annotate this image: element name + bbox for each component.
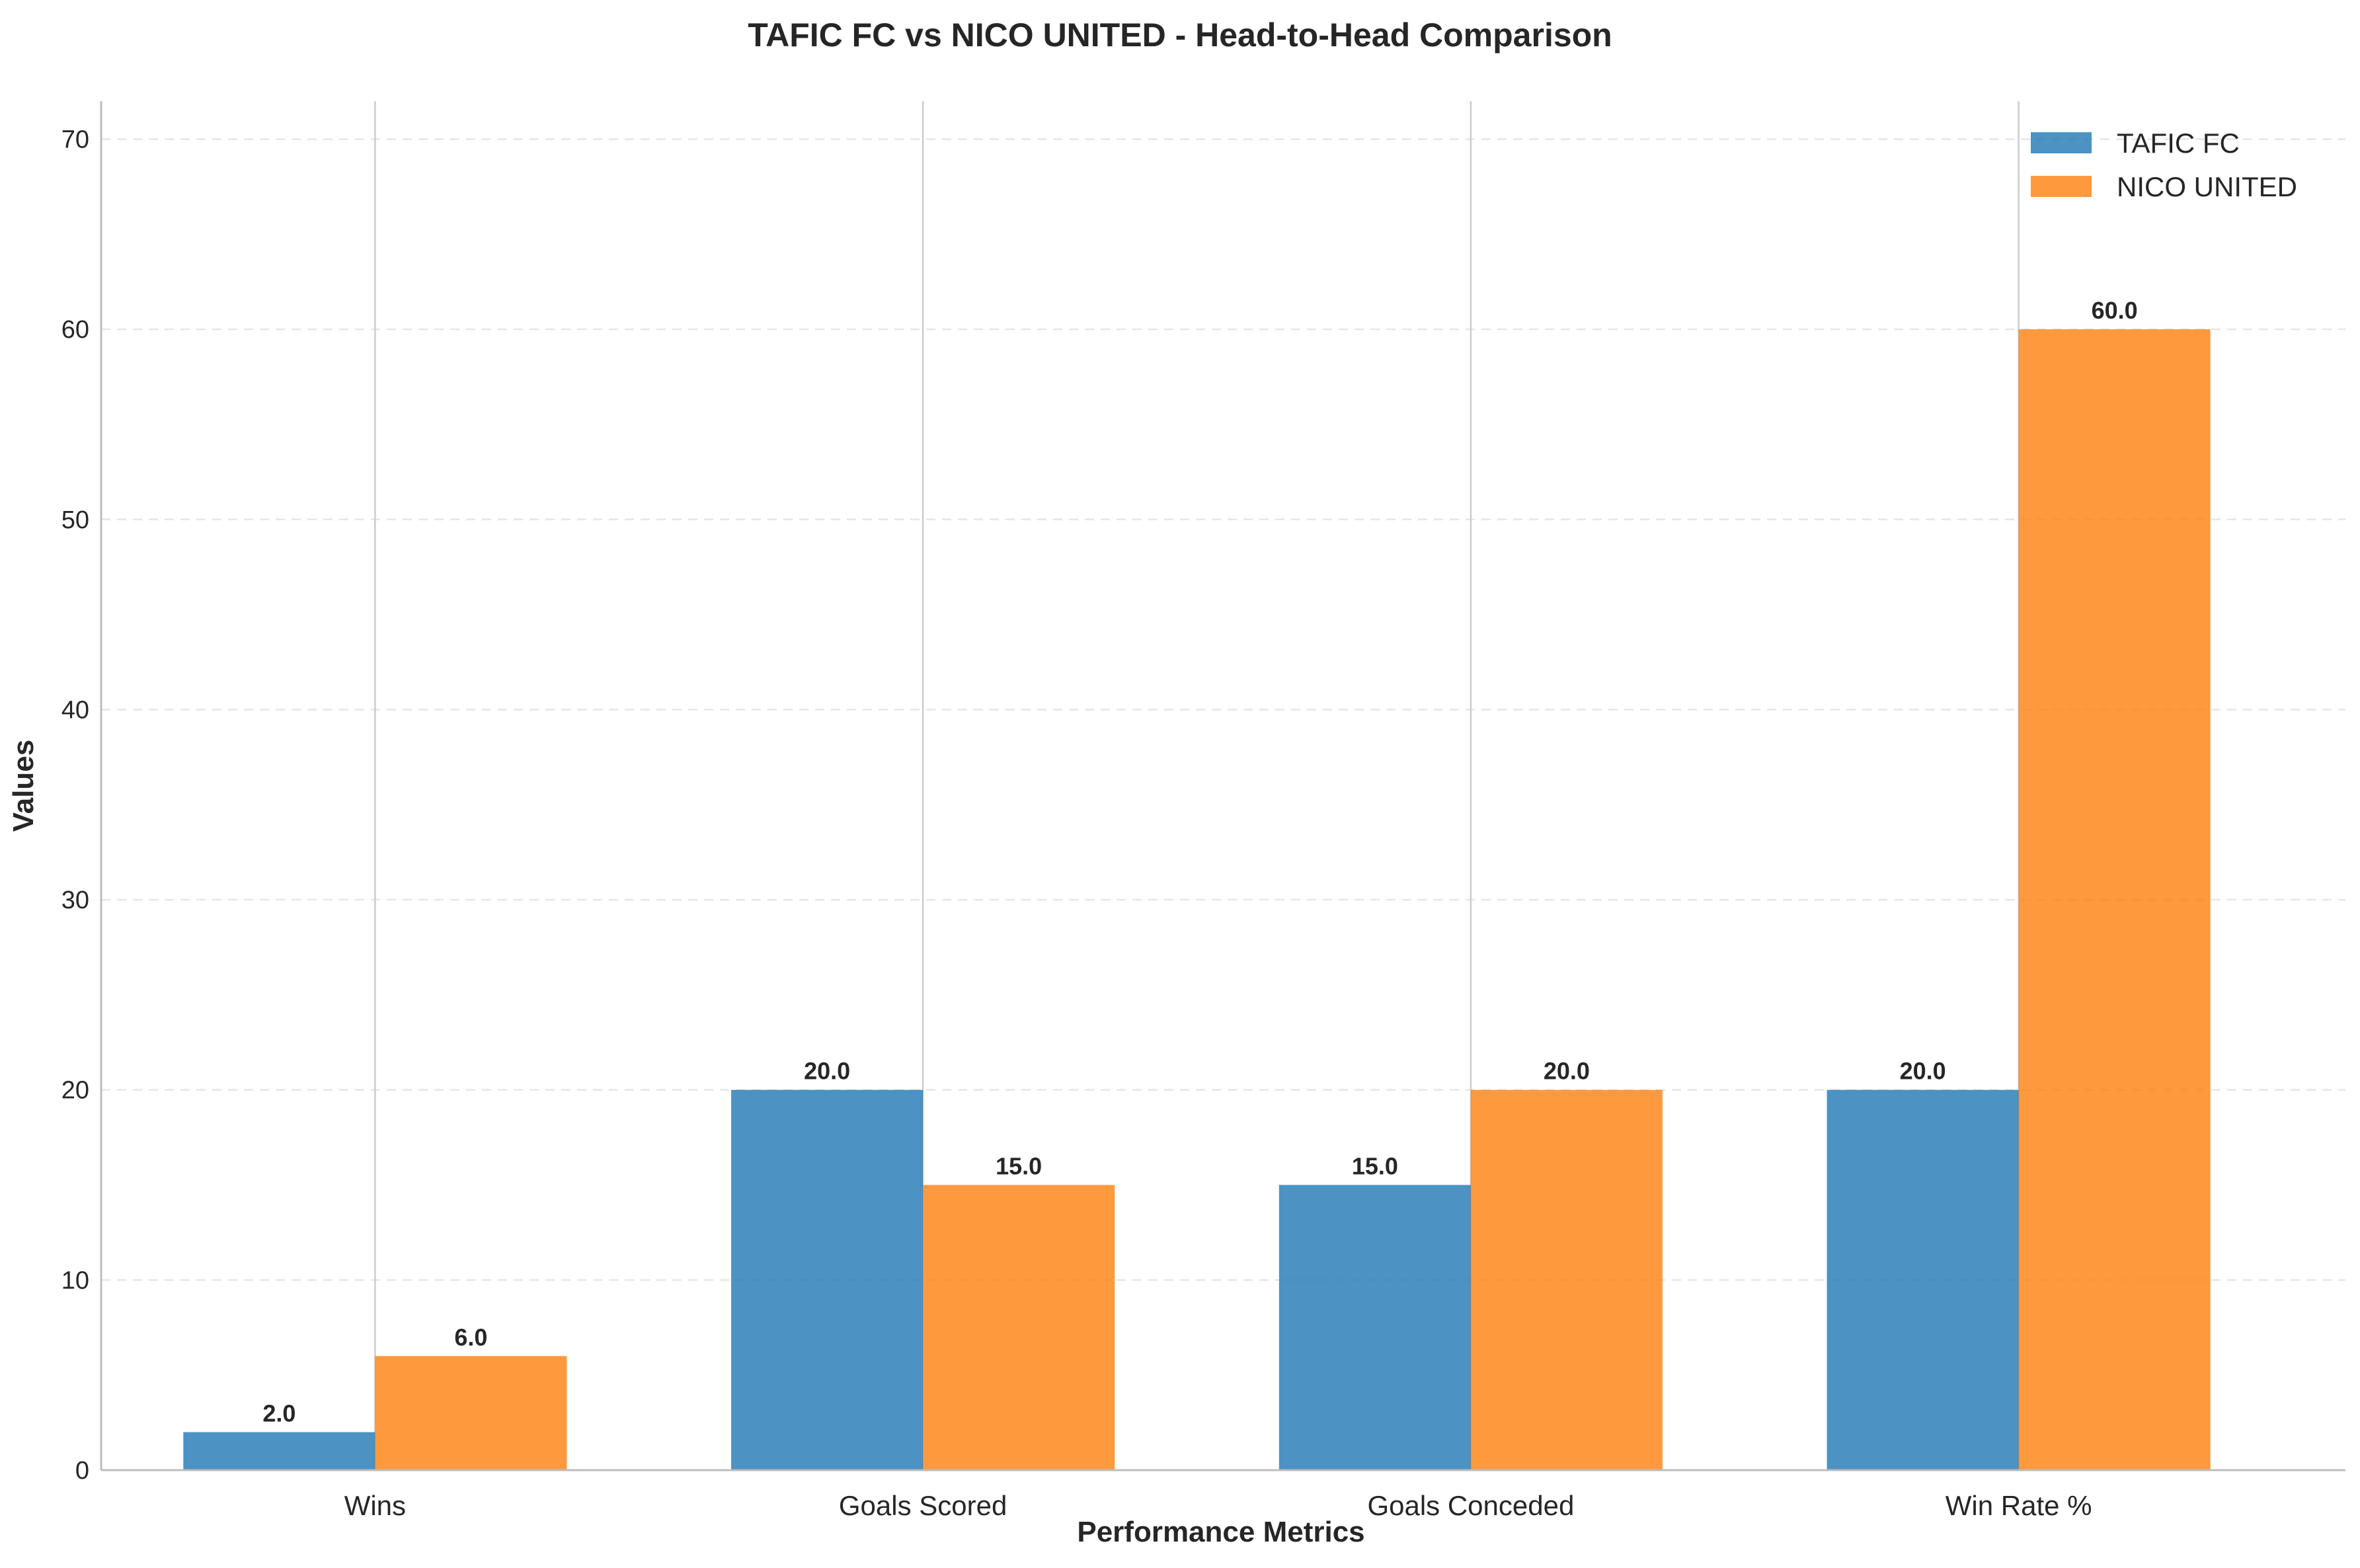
legend-swatch — [2031, 132, 2092, 153]
legend: TAFIC FC NICO UNITED — [2031, 128, 2297, 202]
y-tick-label: 60 — [61, 316, 89, 344]
value-labels-group: 2.0 20.0 15.0 20.0 6.0 15.0 20.0 60.0 — [262, 297, 2137, 1427]
y-tick-label: 0 — [75, 1457, 89, 1485]
data-label: 15.0 — [1352, 1153, 1398, 1180]
bar-nico-3 — [2018, 329, 2211, 1471]
legend-label: TAFIC FC — [2117, 128, 2240, 159]
bar-nico-1 — [923, 1185, 1115, 1470]
y-gridlines — [101, 138, 2345, 1281]
x-tick-label: Goals Conceded — [1367, 1490, 1574, 1521]
data-label: 20.0 — [1544, 1058, 1590, 1085]
bar-tafic-2 — [1278, 1185, 1471, 1470]
y-tick-label: 50 — [61, 506, 89, 534]
legend-swatch — [2031, 176, 2092, 197]
x-tick-label: Goals Scored — [839, 1490, 1007, 1521]
y-tick-label: 30 — [61, 886, 89, 914]
bar-tafic-3 — [1827, 1089, 2019, 1470]
x-tick-label: Wins — [344, 1490, 406, 1521]
data-label: 2.0 — [262, 1399, 295, 1427]
bar-nico-2 — [1470, 1089, 1663, 1470]
bar-tafic-1 — [731, 1089, 924, 1470]
y-tick-label: 70 — [61, 126, 89, 154]
y-tick-label: 10 — [61, 1267, 89, 1294]
bar-nico-0 — [375, 1356, 567, 1470]
data-label: 6.0 — [454, 1323, 487, 1351]
y-axis-label: Values — [7, 740, 40, 832]
bars-group — [183, 329, 2211, 1471]
data-label: 60.0 — [2092, 297, 2138, 324]
data-label: 20.0 — [804, 1058, 850, 1085]
x-tick-label: Win Rate % — [1946, 1490, 2092, 1521]
bar-tafic-0 — [183, 1432, 375, 1470]
y-tick-label: 20 — [61, 1077, 89, 1105]
x-tick-labels: Wins Goals Scored Goals Conceded Win Rate % — [344, 1490, 2092, 1521]
x-axis-label: Performance Metrics — [1077, 1516, 1364, 1548]
legend-label: NICO UNITED — [2117, 171, 2297, 202]
data-label: 15.0 — [996, 1153, 1042, 1180]
data-label: 20.0 — [1900, 1058, 1946, 1085]
y-tick-label: 40 — [61, 696, 89, 724]
y-tick-labels: 0 10 20 30 40 50 60 70 — [61, 126, 89, 1485]
chart-title: TAFIC FC vs NICO UNITED - Head-to-Head C… — [748, 17, 1612, 54]
